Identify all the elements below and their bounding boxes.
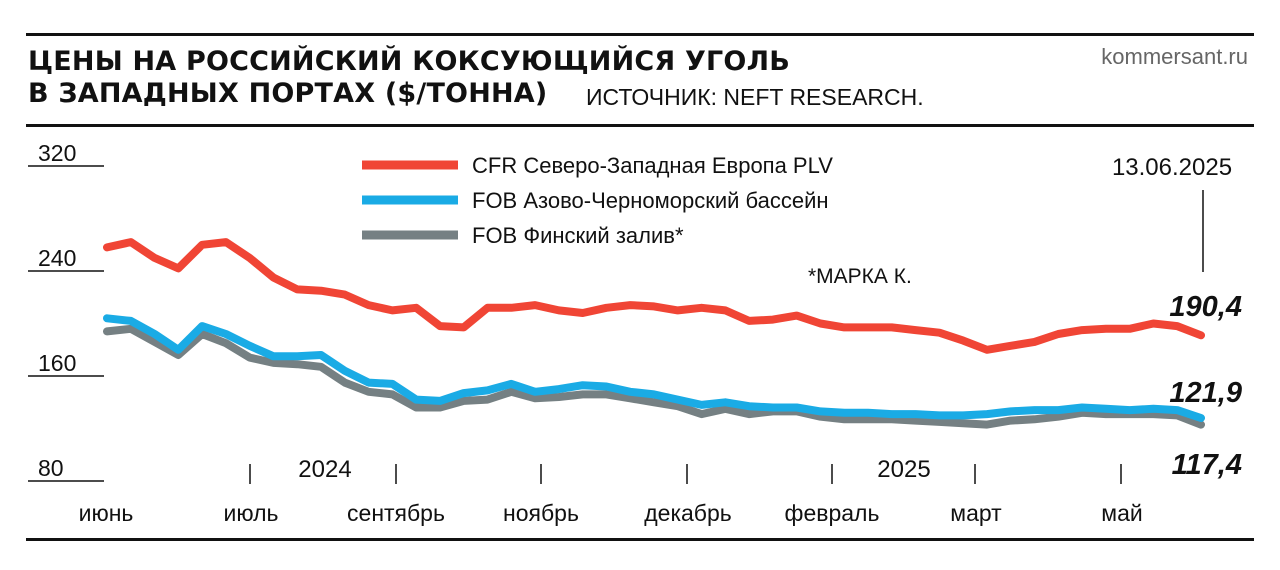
legend-label-fob-finland: FOB Финский залив* — [472, 223, 684, 248]
end-label-fob-azov: 121,9 — [1169, 377, 1242, 409]
footnote: *МАРКА К. — [808, 265, 912, 288]
legend: CFR Северо-Западная Европа PLV FOB Азово… — [362, 153, 833, 248]
x-tick-label-december: декабрь — [644, 500, 732, 526]
header-rule — [26, 124, 1254, 127]
y-tick-label: 320 — [38, 140, 76, 166]
top-rule — [26, 33, 1254, 36]
source-note: ИСТОЧНИК: NEFT RESEARCH. — [586, 84, 924, 110]
legend-label-cfr: CFR Северо-Западная Европа PLV — [472, 153, 833, 178]
x-tick-label-march: март — [950, 500, 1002, 526]
chart-title: ЦЕНЫ НА РОССИЙСКИЙ КОКСУЮЩИЙСЯ УГОЛЬ В З… — [28, 46, 790, 110]
x-tick-label-may: май — [1101, 500, 1142, 526]
x-tick-label-february: февраль — [785, 500, 880, 526]
y-axis: 320 240 160 80 — [28, 140, 104, 482]
x-tick-label-november: ноябрь — [503, 500, 579, 526]
x-axis: июнь июль сентябрь ноябрь декабрь феврал… — [79, 456, 1143, 526]
x-tick-label-july: июль — [224, 500, 279, 526]
chart-title-line-1: ЦЕНЫ НА РОССИЙСКИЙ КОКСУЮЩИЙСЯ УГОЛЬ — [28, 46, 790, 77]
site-name: kommersant.ru — [1101, 44, 1248, 69]
date-label: 13.06.2025 — [1112, 154, 1232, 181]
y-tick-label: 240 — [38, 245, 76, 271]
bottom-rule — [26, 538, 1254, 541]
series-line-cfr — [103, 238, 1205, 354]
end-label-cfr: 190,4 — [1169, 291, 1242, 323]
x-tick-label-june: июнь — [79, 500, 134, 526]
series-lines — [103, 238, 1205, 429]
legend-label-fob-azov: FOB Азово-Черноморский бассейн — [472, 188, 829, 213]
end-label-fob-finland: 117,4 — [1172, 449, 1242, 481]
y-tick-label: 160 — [38, 350, 76, 376]
series-line-fob-azov — [103, 314, 1205, 422]
x-tick-label-september: сентябрь — [347, 500, 445, 526]
year-label-2024: 2024 — [298, 456, 351, 483]
year-label-2025: 2025 — [877, 456, 930, 483]
chart-title-line-2: В ЗАПАДНЫХ ПОРТАХ ($/ТОННА) — [28, 78, 548, 109]
y-tick-label: 80 — [38, 455, 64, 481]
series-line-fob-finland — [103, 324, 1205, 429]
